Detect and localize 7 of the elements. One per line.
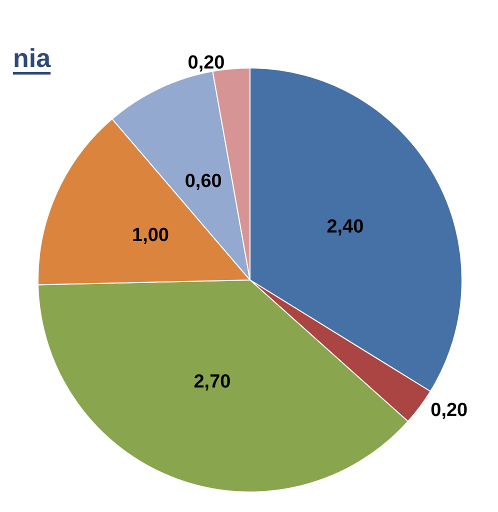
- data-label: 1,00: [132, 225, 169, 246]
- data-label: 0,20: [188, 52, 225, 74]
- data-label: 0,60: [184, 170, 222, 192]
- data-label: 2,40: [326, 216, 364, 238]
- chart-title: nia: [13, 43, 52, 73]
- data-label: 2,70: [194, 372, 231, 393]
- data-label: 0,20: [430, 400, 468, 421]
